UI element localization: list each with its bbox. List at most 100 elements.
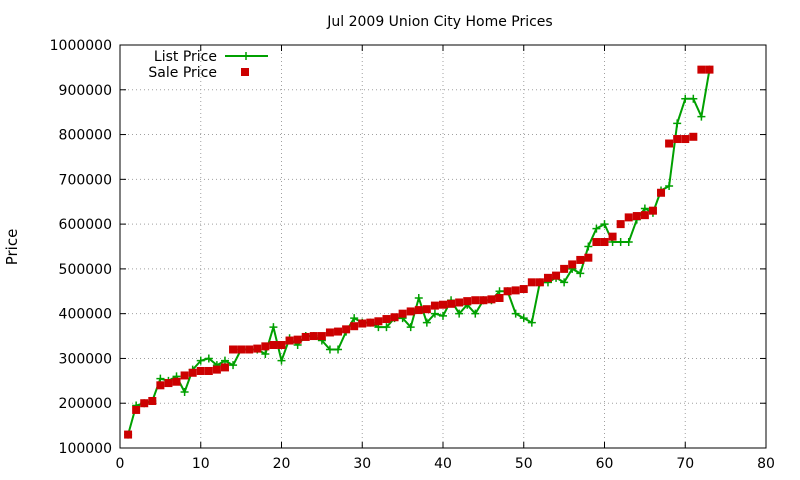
list-price-point bbox=[527, 318, 536, 327]
legend-label-list-price: List Price bbox=[154, 49, 217, 65]
sale-price-point bbox=[560, 264, 569, 273]
sale-price-point bbox=[390, 313, 399, 322]
sale-price-point bbox=[124, 430, 133, 439]
sale-price-point bbox=[681, 135, 690, 144]
list-price-point bbox=[455, 309, 464, 318]
sale-price-point bbox=[495, 293, 504, 302]
list-price-point bbox=[576, 269, 585, 278]
sale-price-point bbox=[640, 211, 649, 220]
sale-price-point bbox=[309, 332, 318, 341]
sale-price-point bbox=[382, 315, 391, 324]
series-sale-price bbox=[124, 65, 714, 439]
list-price-point bbox=[180, 388, 189, 397]
sale-price-point bbox=[374, 317, 383, 326]
sale-price-point bbox=[422, 305, 431, 314]
sale-price-point bbox=[479, 296, 488, 305]
list-price-point bbox=[697, 112, 706, 121]
list-price-point bbox=[204, 354, 213, 363]
x-tick-label: 0 bbox=[116, 456, 125, 472]
list-price-point bbox=[325, 345, 334, 354]
list-price-point bbox=[616, 238, 625, 247]
x-tick-label: 60 bbox=[596, 456, 614, 472]
sale-price-point bbox=[455, 298, 464, 307]
list-price-point bbox=[495, 287, 504, 296]
sale-price-point bbox=[519, 285, 528, 294]
list-price-point bbox=[261, 349, 270, 358]
x-tick-label: 10 bbox=[192, 456, 210, 472]
sale-price-point bbox=[261, 342, 270, 351]
y-tick-label: 700000 bbox=[59, 172, 112, 188]
sale-price-point bbox=[148, 396, 157, 405]
list-price-point bbox=[592, 224, 601, 233]
x-tick-label: 40 bbox=[434, 456, 452, 472]
y-tick-label: 400000 bbox=[59, 307, 112, 323]
list-price-point bbox=[624, 238, 633, 247]
y-tick-label: 500000 bbox=[59, 262, 112, 278]
list-price-point bbox=[196, 356, 205, 365]
sale-price-point bbox=[471, 296, 480, 305]
sale-price-point bbox=[164, 379, 173, 388]
sale-price-point bbox=[584, 253, 593, 262]
y-tick-label: 600000 bbox=[59, 217, 112, 233]
sale-price-point bbox=[487, 295, 496, 304]
list-price-point bbox=[560, 278, 569, 287]
sale-price-point bbox=[172, 377, 181, 386]
sale-price-point bbox=[592, 238, 601, 247]
sale-price-point bbox=[285, 336, 294, 345]
list-price-point bbox=[406, 323, 415, 332]
sale-price-point bbox=[301, 332, 310, 341]
list-price-point bbox=[471, 309, 480, 318]
sale-price-point bbox=[543, 273, 552, 282]
y-axis-label: Price bbox=[3, 229, 21, 266]
sale-price-point bbox=[350, 322, 359, 331]
sale-price-point bbox=[269, 341, 278, 350]
sale-price-point bbox=[439, 300, 447, 309]
sale-price-point bbox=[245, 345, 254, 354]
sale-price-point bbox=[447, 299, 456, 308]
sale-price-point bbox=[253, 344, 262, 353]
legend-label-sale-price: Sale Price bbox=[148, 65, 217, 81]
list-price-point bbox=[673, 119, 682, 128]
sale-price-point bbox=[665, 139, 674, 148]
sale-price-point bbox=[406, 307, 415, 316]
legend-marker-list-price bbox=[242, 52, 250, 60]
x-tick-label: 70 bbox=[676, 456, 694, 472]
sale-price-point bbox=[366, 318, 375, 327]
sale-price-point bbox=[632, 212, 641, 221]
list-price-point bbox=[689, 94, 698, 103]
sale-price-point bbox=[277, 341, 286, 350]
sale-price-point bbox=[180, 371, 189, 380]
list-price-point bbox=[350, 314, 359, 323]
sale-price-point bbox=[229, 345, 238, 354]
y-tick-label: 200000 bbox=[59, 396, 112, 412]
sale-price-point bbox=[156, 381, 165, 390]
sale-price-point bbox=[673, 135, 682, 144]
sale-price-point bbox=[188, 368, 197, 377]
sale-price-point bbox=[204, 366, 213, 375]
sale-price-point bbox=[196, 366, 205, 375]
x-tick-label: 30 bbox=[353, 456, 371, 472]
sale-price-point bbox=[535, 278, 544, 287]
sale-price-point bbox=[576, 255, 585, 264]
list-price-point bbox=[382, 323, 391, 332]
list-price-point bbox=[334, 345, 343, 354]
x-tick-label: 80 bbox=[757, 456, 775, 472]
list-price-point bbox=[584, 242, 593, 251]
sale-price-point bbox=[342, 325, 351, 334]
list-price-point bbox=[220, 356, 229, 365]
list-price-point bbox=[600, 220, 609, 229]
sale-price-point bbox=[358, 319, 367, 328]
list-price-point bbox=[665, 182, 674, 191]
sale-price-point bbox=[657, 188, 666, 197]
sale-price-point bbox=[414, 306, 423, 315]
sale-price-point bbox=[552, 271, 561, 280]
chart-title: Jul 2009 Union City Home Prices bbox=[326, 14, 552, 30]
legend-marker-sale-price bbox=[241, 68, 249, 76]
sale-price-point bbox=[398, 309, 407, 318]
list-price-point bbox=[511, 309, 520, 318]
y-tick-label: 800000 bbox=[59, 128, 112, 144]
sale-price-point bbox=[132, 405, 141, 414]
